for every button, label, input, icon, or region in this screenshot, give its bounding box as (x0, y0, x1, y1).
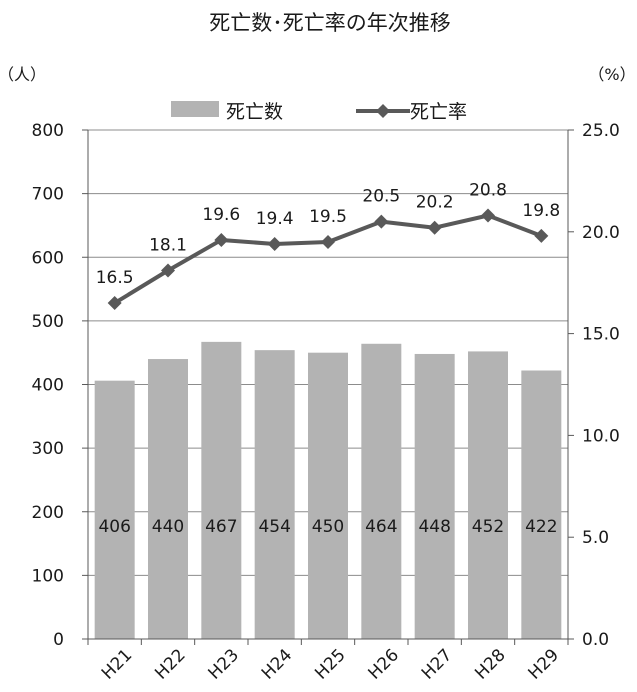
y-right-tick-label: 5.0 (582, 528, 609, 548)
bar (308, 352, 348, 639)
x-tick-label: H28 (471, 645, 509, 683)
bar-data-label: 454 (258, 517, 290, 537)
y-left-tick-label: 0 (53, 630, 64, 650)
bar-data-label: 452 (472, 517, 504, 537)
x-tick-label: H23 (205, 645, 243, 683)
legend-swatch-bars (171, 101, 219, 117)
legend-label-bars: 死亡数 (226, 101, 283, 123)
rate-marker (161, 263, 175, 278)
bar-data-label: 440 (152, 517, 184, 537)
y-right-tick-label: 10.0 (582, 426, 620, 446)
x-tick-labels: H21 H22 H23 H24 H25 H26 H27 H28 H29 (98, 645, 563, 683)
bar (414, 353, 455, 639)
x-tick-label: H26 (365, 645, 403, 683)
rate-marker (374, 214, 389, 229)
line-data-label: 19.6 (202, 205, 240, 225)
bar (468, 351, 508, 639)
x-tick-label: H27 (418, 645, 456, 683)
bar-data-label: 448 (418, 517, 450, 537)
x-tick-label: H22 (151, 645, 189, 683)
line-data-label: 16.5 (96, 268, 134, 288)
bar (201, 341, 242, 639)
y-right-tick-label: 0.0 (582, 630, 609, 650)
rate-marker (321, 234, 335, 249)
line-data-label: 19.4 (256, 209, 294, 229)
bar-data-labels: 406 440 467 454 450 464 448 452 422 (98, 517, 557, 537)
legend-label-line: 死亡率 (410, 101, 467, 123)
bar (361, 343, 402, 639)
y-left-tick-label: 100 (32, 566, 64, 586)
y-left-unit-label: （人） (0, 65, 46, 84)
y-left-tick-labels: 0 100 200 300 400 500 600 700 800 (32, 121, 64, 650)
line-data-label: 20.5 (362, 187, 400, 207)
bar (521, 370, 562, 639)
bar (94, 380, 135, 639)
line-data-label: 20.8 (469, 181, 507, 201)
y-right-tick-label: 15.0 (582, 325, 620, 345)
line-data-label: 19.5 (309, 207, 347, 227)
y-left-tick-label: 600 (32, 248, 64, 268)
bar-data-label: 467 (205, 517, 237, 537)
y-left-tick-label: 700 (32, 185, 64, 205)
x-tick-label: H21 (98, 645, 136, 683)
axes (82, 129, 574, 645)
rate-marker (481, 208, 495, 223)
y-right-tick-labels: 0.0 5.0 10.0 15.0 20.0 25.0 (582, 121, 620, 650)
rate-marker (427, 220, 442, 235)
y-right-tick-label: 25.0 (582, 121, 620, 141)
y-right-unit-label: （%） (588, 65, 635, 84)
rate-marker (534, 228, 549, 243)
y-left-tick-label: 800 (32, 121, 64, 141)
y-right-tick-label: 20.0 (582, 223, 620, 243)
bar (254, 350, 295, 639)
y-left-tick-label: 200 (32, 503, 64, 523)
chart-title: 死亡数･死亡率の年次推移 (209, 11, 451, 35)
bar-data-label: 450 (312, 517, 344, 537)
y-left-tick-label: 500 (32, 312, 64, 332)
rate-line (113, 213, 543, 305)
rate-line-series (107, 208, 549, 311)
bar (148, 359, 188, 639)
bars (94, 341, 562, 639)
x-tick-label: H24 (258, 645, 296, 683)
rate-marker (214, 232, 229, 247)
rate-marker (267, 237, 282, 252)
x-tick-label: H29 (525, 645, 563, 683)
y-left-tick-label: 400 (32, 376, 64, 396)
legend-marker-diamond (376, 104, 390, 118)
line-data-label: 19.8 (522, 201, 560, 221)
legend: 死亡数 死亡率 (171, 101, 467, 123)
line-data-label: 18.1 (149, 235, 187, 255)
rate-marker (107, 296, 122, 311)
line-data-labels: 16.5 18.1 19.6 19.4 19.5 20.5 20.2 20.8 19.8 (96, 181, 561, 289)
x-tick-label: H25 (311, 645, 349, 683)
bar-data-label: 406 (98, 517, 130, 537)
y-left-tick-label: 300 (32, 439, 64, 459)
bar-data-label: 422 (525, 517, 557, 537)
bar-data-label: 464 (365, 517, 397, 537)
line-data-label: 20.2 (416, 193, 454, 213)
